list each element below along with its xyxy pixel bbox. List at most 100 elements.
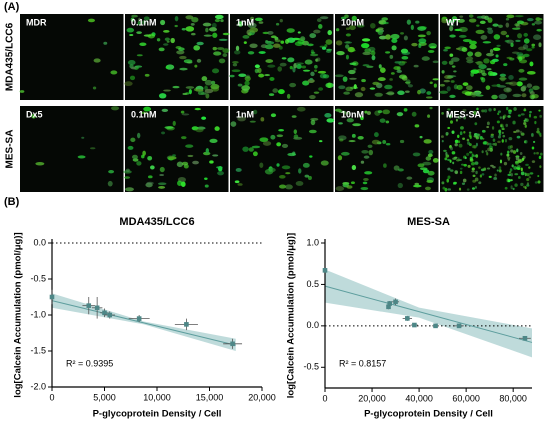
cell xyxy=(491,58,499,63)
cell xyxy=(475,29,485,35)
cell xyxy=(458,187,462,191)
point xyxy=(405,316,410,321)
cell xyxy=(459,167,463,170)
cell xyxy=(441,70,445,74)
cell xyxy=(35,162,45,166)
cell xyxy=(378,64,382,69)
cell xyxy=(532,140,536,144)
cell xyxy=(470,71,474,77)
cell xyxy=(536,151,539,155)
cell xyxy=(507,115,511,118)
cell xyxy=(537,174,540,178)
cell xyxy=(508,111,512,115)
micrograph xyxy=(334,14,439,100)
cell xyxy=(244,75,251,82)
cell xyxy=(498,129,501,134)
cell xyxy=(498,166,502,170)
cell xyxy=(252,151,258,157)
cell xyxy=(168,156,177,160)
cell xyxy=(457,18,465,23)
cell xyxy=(447,167,451,171)
cell xyxy=(492,47,501,52)
cell xyxy=(202,22,212,27)
x-tick-label: 0 xyxy=(322,393,327,403)
point xyxy=(86,303,92,308)
cell xyxy=(447,126,451,130)
cell xyxy=(205,148,210,154)
cell xyxy=(338,122,343,125)
cell xyxy=(232,60,239,64)
panel-label: (A) xyxy=(4,1,20,13)
fit-line xyxy=(324,285,533,343)
cell xyxy=(182,92,188,96)
cell xyxy=(327,82,332,88)
cell xyxy=(485,85,491,90)
cell xyxy=(439,83,446,87)
cell xyxy=(523,38,530,44)
cell xyxy=(212,154,219,157)
cell xyxy=(536,28,542,32)
cell xyxy=(172,154,176,157)
cell xyxy=(150,165,155,170)
cell xyxy=(397,182,403,189)
cell xyxy=(127,60,136,66)
cell xyxy=(362,64,370,67)
cell xyxy=(508,136,513,141)
cell xyxy=(481,150,484,154)
cell xyxy=(164,126,174,129)
cell xyxy=(504,186,508,190)
cell xyxy=(500,124,503,128)
cell xyxy=(483,109,488,113)
cell xyxy=(187,154,194,158)
row-label: MDA435/LCC6 xyxy=(5,22,16,91)
cell xyxy=(474,177,479,182)
cell xyxy=(212,46,217,51)
cell xyxy=(479,135,483,140)
cell xyxy=(454,143,458,147)
cell xyxy=(180,110,185,114)
cell xyxy=(302,162,310,168)
cell xyxy=(427,170,435,176)
cell xyxy=(475,170,478,175)
cell xyxy=(439,90,449,94)
cell xyxy=(533,152,536,155)
cell xyxy=(360,86,366,92)
cell xyxy=(525,163,529,166)
cell xyxy=(270,113,277,118)
cell xyxy=(513,166,518,170)
cell xyxy=(130,17,135,22)
cell xyxy=(209,160,214,164)
cell xyxy=(498,169,502,173)
cell xyxy=(389,54,394,59)
cell xyxy=(254,64,260,69)
cell xyxy=(483,140,488,145)
cell xyxy=(276,134,284,138)
cell xyxy=(458,26,468,33)
cell xyxy=(498,133,502,136)
cell xyxy=(422,169,430,174)
cell xyxy=(499,159,503,164)
cell xyxy=(529,61,534,67)
cell xyxy=(233,50,241,55)
cell xyxy=(539,114,543,118)
cell xyxy=(357,135,364,140)
cell xyxy=(486,152,489,156)
cell xyxy=(466,138,470,142)
cell xyxy=(304,59,313,65)
cell xyxy=(163,29,170,33)
cell xyxy=(421,56,430,61)
cell xyxy=(528,166,531,169)
cell xyxy=(453,70,457,73)
cell xyxy=(179,67,188,71)
cell xyxy=(506,178,510,183)
micrograph xyxy=(334,106,439,192)
cell xyxy=(473,154,477,157)
cell xyxy=(270,35,277,39)
cell xyxy=(461,182,466,185)
row-label: MES-SA xyxy=(5,130,16,169)
cell xyxy=(482,41,492,44)
cell xyxy=(441,112,444,115)
x-axis-label: P-glycoprotein Density / Cell xyxy=(364,409,493,420)
cell xyxy=(531,146,535,150)
panel-label: (B) xyxy=(4,196,20,208)
